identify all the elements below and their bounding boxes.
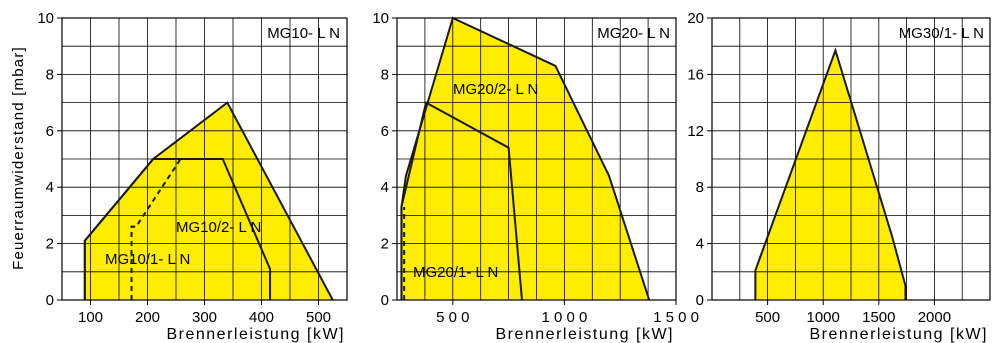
series-outline-2 bbox=[400, 101, 523, 301]
x-tick-label: 400 bbox=[249, 309, 274, 326]
region-label: MG10/2- L N bbox=[176, 219, 261, 236]
y-tick-label: 20 bbox=[687, 10, 704, 27]
y-tick-label: 4 bbox=[381, 179, 389, 196]
y-tick-label: 0 bbox=[46, 292, 54, 309]
grid bbox=[62, 18, 347, 300]
x-tick-label: 1000 bbox=[807, 309, 840, 326]
x-axis-label: Brennerleistung [kW] bbox=[809, 326, 988, 343]
x-axis-label: Brennerleistung [kW] bbox=[166, 326, 345, 343]
y-tick-label: 0 bbox=[381, 292, 389, 309]
y-tick-label: 12 bbox=[687, 123, 704, 140]
x-tick-label: 200 bbox=[135, 309, 160, 326]
region-label: MG10/1- L N bbox=[105, 251, 190, 268]
y-tick-label: 6 bbox=[46, 123, 54, 140]
plot-frame bbox=[711, 17, 991, 301]
x-axis-label: Brennerleistung [kW] bbox=[495, 326, 674, 343]
series-area-1 bbox=[755, 50, 906, 301]
x-tick-label: 100 bbox=[78, 309, 103, 326]
y-axis-label: Feuerraumwiderstand [mbar] bbox=[10, 46, 27, 270]
chart-panel-mg20: 0 2 4 6 8 10 5 0 0 1 0 0 0 1 5 0 0Brennerleistun… bbox=[372, 10, 699, 343]
plot-frame bbox=[396, 17, 677, 301]
panel-title: MG30/1- L N bbox=[899, 25, 984, 42]
region-label: MG20/2- L N bbox=[453, 81, 538, 98]
y-tick-label: 2 bbox=[46, 236, 54, 253]
y-tick-label: 8 bbox=[381, 66, 389, 83]
x-tick-label: 1 0 0 0 bbox=[541, 309, 587, 326]
series-area-2 bbox=[401, 102, 522, 300]
y-tick-label: 4 bbox=[46, 179, 54, 196]
y-tick-label: 10 bbox=[372, 10, 389, 27]
region-label: MG20/1- L N bbox=[413, 264, 498, 281]
x-tick-label: 5 0 0 bbox=[436, 309, 469, 326]
x-tick-label: 1 5 0 0 bbox=[653, 309, 699, 326]
y-tick-label: 8 bbox=[696, 179, 704, 196]
series-outline-2 bbox=[83, 158, 272, 300]
y-tick-label: 6 bbox=[381, 123, 389, 140]
dashed-boundary-1 bbox=[130, 158, 182, 300]
series-outline-1 bbox=[754, 47, 907, 300]
y-tick-label: 10 bbox=[37, 10, 54, 27]
grid bbox=[712, 18, 990, 300]
x-tick-label: 2000 bbox=[918, 309, 951, 326]
y-tick-label: 4 bbox=[696, 236, 704, 253]
y-tick-label: 8 bbox=[46, 66, 54, 83]
y-tick-label: 16 bbox=[687, 66, 704, 83]
panel-title: MG10- L N bbox=[267, 25, 340, 42]
x-tick-label: 500 bbox=[306, 309, 331, 326]
panel-title: MG20- L N bbox=[597, 25, 670, 42]
chart-panel-mg30: 0 4 8 12 16 20 500 1000 1500 2000Brennerleistung … bbox=[687, 10, 991, 343]
x-tick-label: 500 bbox=[755, 309, 780, 326]
y-tick-label: 0 bbox=[696, 292, 704, 309]
x-tick-label: 300 bbox=[192, 309, 217, 326]
series-area-2 bbox=[84, 159, 271, 300]
x-tick-label: 1500 bbox=[862, 309, 895, 326]
grid bbox=[397, 18, 676, 300]
y-tick-label: 2 bbox=[381, 236, 389, 253]
